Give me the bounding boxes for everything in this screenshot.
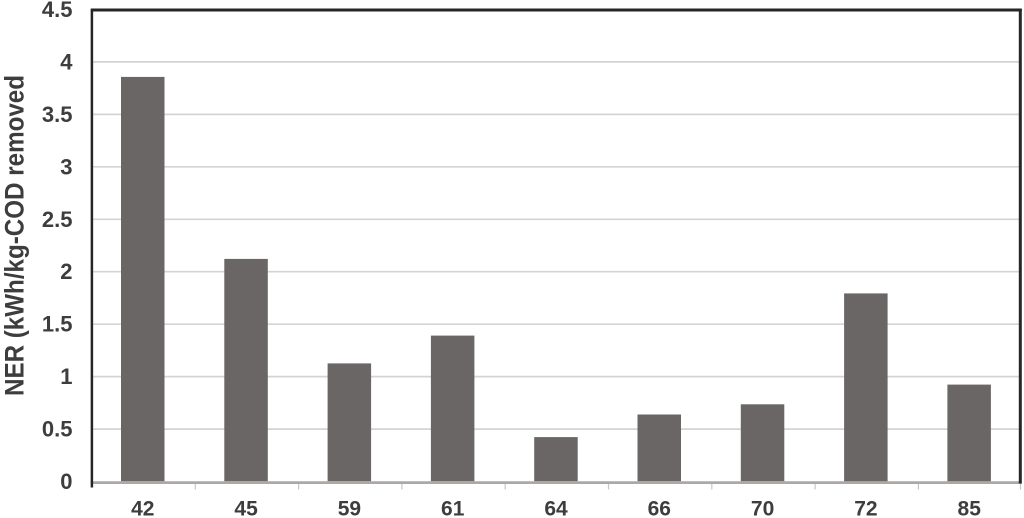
svg-text:2: 2 [60, 259, 72, 284]
svg-text:66: 66 [648, 498, 671, 518]
svg-text:3.5: 3.5 [42, 102, 73, 127]
svg-text:42: 42 [131, 498, 154, 518]
svg-text:70: 70 [751, 498, 774, 518]
svg-text:59: 59 [338, 498, 361, 518]
svg-text:4.5: 4.5 [42, 0, 73, 22]
svg-text:61: 61 [441, 498, 465, 518]
svg-text:85: 85 [958, 498, 982, 518]
svg-text:NER (kWh/kg-COD removed: NER (kWh/kg-COD removed [0, 75, 30, 396]
svg-text:0.5: 0.5 [42, 417, 73, 442]
svg-text:4: 4 [60, 49, 73, 74]
svg-text:2.5: 2.5 [42, 207, 73, 232]
svg-text:72: 72 [854, 498, 877, 518]
svg-text:1: 1 [60, 364, 72, 389]
svg-text:3: 3 [60, 154, 72, 179]
svg-text:64: 64 [544, 498, 568, 518]
svg-text:1.5: 1.5 [42, 312, 73, 337]
svg-text:45: 45 [234, 498, 258, 518]
svg-text:0: 0 [60, 469, 72, 494]
